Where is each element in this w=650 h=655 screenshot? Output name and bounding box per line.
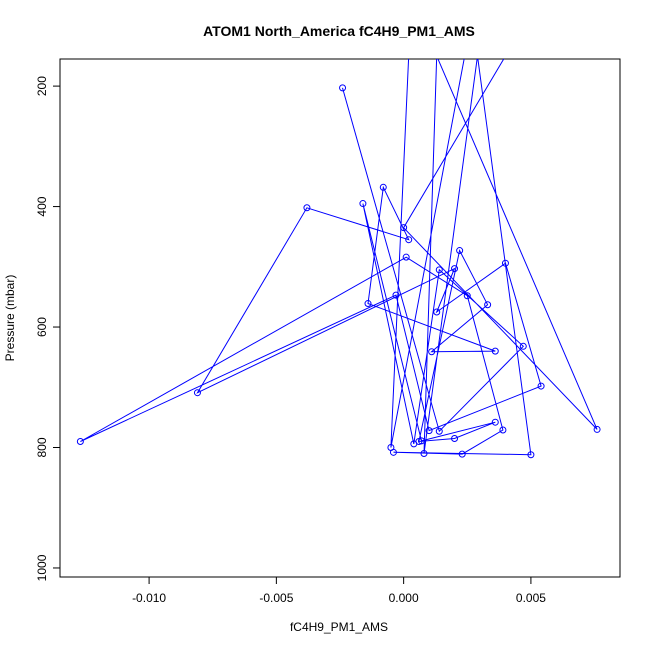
series-layer bbox=[76, 59, 601, 459]
data-point bbox=[527, 451, 535, 459]
data-point bbox=[491, 347, 499, 355]
data-point bbox=[359, 200, 367, 208]
data-point bbox=[456, 247, 464, 255]
data-point bbox=[501, 259, 509, 267]
data-point bbox=[433, 308, 441, 316]
data-point bbox=[415, 437, 423, 445]
x-axis: -0.010 -0.005 0.000 0.005 bbox=[132, 577, 546, 605]
x-tick-label: -0.010 bbox=[132, 591, 166, 605]
data-point bbox=[451, 265, 459, 273]
data-point bbox=[519, 342, 527, 350]
data-point bbox=[484, 301, 492, 309]
x-axis-label: fC4H9_PM1_AMS bbox=[290, 620, 388, 634]
data-point bbox=[76, 437, 84, 445]
data-point bbox=[491, 418, 499, 426]
y-tick-label: 400 bbox=[35, 196, 49, 216]
y-axis: 200 400 600 800 1000 bbox=[35, 76, 60, 581]
data-point bbox=[537, 382, 545, 390]
data-point bbox=[458, 450, 466, 458]
data-point bbox=[463, 292, 471, 300]
y-axis-label: Pressure (mbar) bbox=[3, 275, 17, 362]
data-point bbox=[428, 348, 436, 356]
data-point bbox=[420, 450, 428, 458]
data-point bbox=[593, 425, 601, 433]
data-point bbox=[364, 300, 372, 308]
data-point bbox=[435, 266, 443, 274]
data-point bbox=[379, 183, 387, 191]
data-point bbox=[392, 291, 400, 299]
y-tick-label: 600 bbox=[35, 317, 49, 337]
data-point bbox=[339, 84, 347, 92]
x-tick-label: 0.005 bbox=[516, 591, 546, 605]
x-tick-label: 0.000 bbox=[389, 591, 419, 605]
data-point bbox=[499, 426, 507, 434]
y-tick-label: 200 bbox=[35, 76, 49, 96]
series-line bbox=[80, 59, 598, 456]
y-tick-label: 1000 bbox=[35, 554, 49, 581]
data-point bbox=[402, 253, 410, 261]
data-point bbox=[387, 444, 395, 451]
y-tick-label: 800 bbox=[35, 437, 49, 457]
data-point bbox=[425, 427, 433, 435]
chart-title: ATOM1 North_America fC4H9_PM1_AMS bbox=[203, 23, 475, 39]
data-point bbox=[451, 434, 459, 442]
x-tick-label: -0.005 bbox=[259, 591, 293, 605]
data-point bbox=[405, 236, 413, 244]
data-point bbox=[193, 389, 201, 397]
data-point bbox=[303, 204, 311, 212]
plot-frame bbox=[59, 58, 621, 578]
data-point bbox=[400, 224, 408, 232]
data-point bbox=[435, 427, 443, 435]
